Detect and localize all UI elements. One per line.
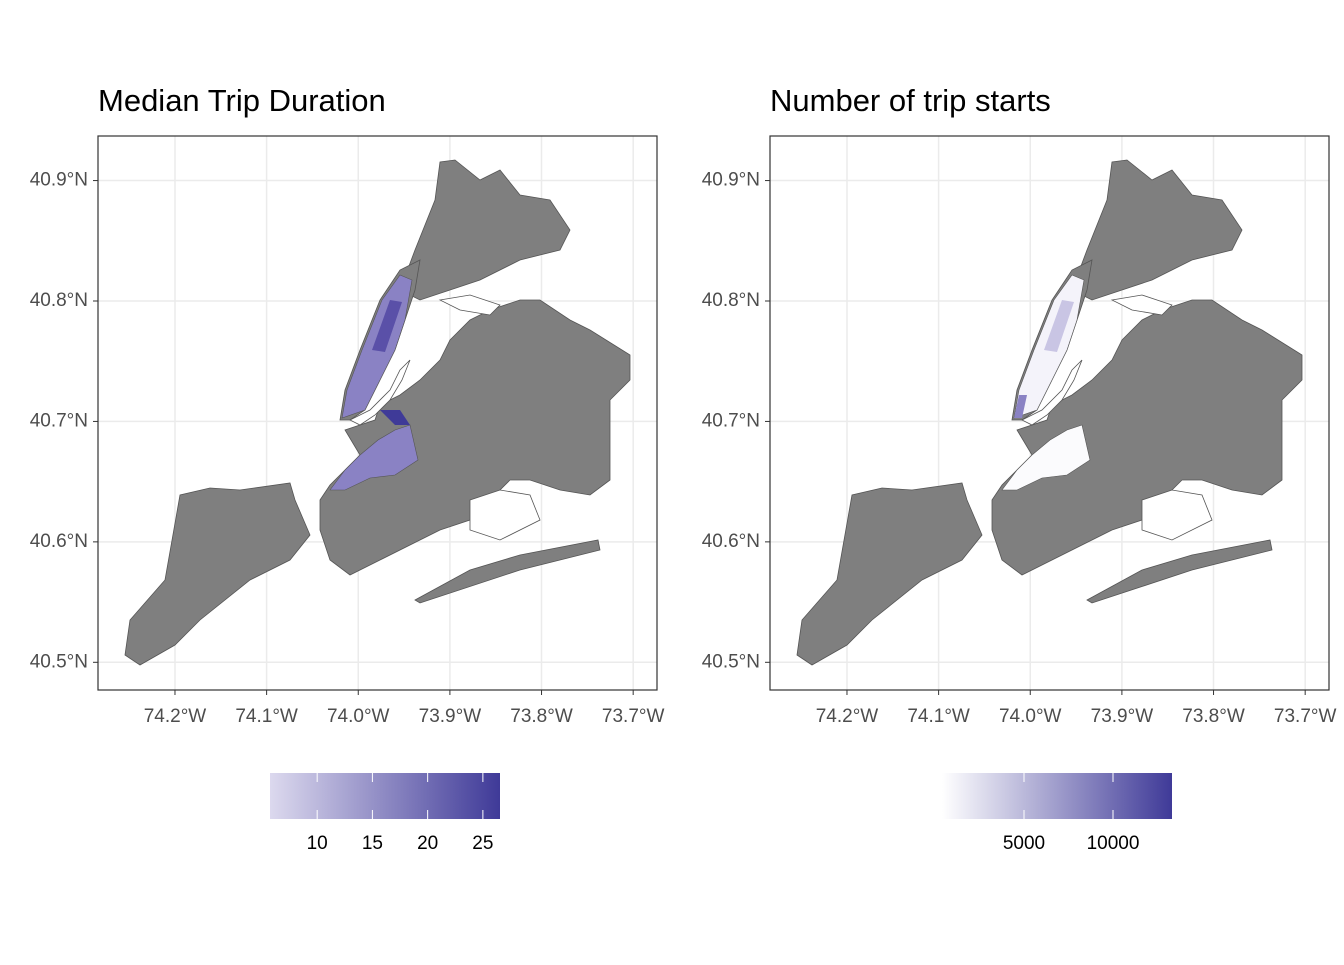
x-tick-label: 74.1°W (907, 706, 970, 727)
y-tick-label: 40.8°N (30, 290, 88, 311)
colorbar-label: 10000 (1087, 833, 1140, 854)
y-tick-label: 40.5°N (30, 651, 88, 672)
x-tick-label: 73.7°W (1274, 706, 1337, 727)
colorbar-label: 15 (362, 833, 383, 854)
colorbar-label: 5000 (1003, 833, 1045, 854)
x-tick-label: 73.9°W (419, 706, 482, 727)
y-tick-label: 40.9°N (30, 170, 88, 191)
colorbar (942, 773, 1172, 819)
y-tick-label: 40.6°N (30, 531, 88, 552)
y-tick-label: 40.7°N (702, 410, 760, 431)
x-tick-label: 73.9°W (1091, 706, 1154, 727)
panel-title: Median Trip Duration (98, 83, 386, 118)
y-tick-label: 40.8°N (702, 290, 760, 311)
colorbar-label: 20 (417, 833, 438, 854)
y-tick-label: 40.7°N (30, 410, 88, 431)
x-tick-label: 74.1°W (235, 706, 298, 727)
map (124, 159, 631, 666)
y-tick-label: 40.6°N (702, 531, 760, 552)
colorbar-label: 25 (472, 833, 493, 854)
panel-title: Number of trip starts (770, 83, 1051, 118)
colorbar (270, 773, 500, 819)
y-tick-label: 40.9°N (702, 170, 760, 191)
x-tick-label: 74.2°W (816, 706, 879, 727)
panel-border (97, 135, 658, 691)
x-tick-label: 73.8°W (1182, 706, 1245, 727)
colorbar-label: 10 (307, 833, 328, 854)
x-tick-label: 73.7°W (602, 706, 665, 727)
x-tick-label: 74.2°W (144, 706, 207, 727)
x-tick-label: 74.0°W (999, 706, 1062, 727)
map (796, 159, 1303, 666)
annotations: 74.2°W 74.1°W 74.0°W 73.9°W 73.8°W 73.7°W 40.5… (30, 83, 1337, 854)
y-tick-label: 40.5°N (702, 651, 760, 672)
panel-border (769, 135, 1330, 691)
x-tick-label: 74.0°W (327, 706, 390, 727)
x-tick-label: 73.8°W (510, 706, 573, 727)
